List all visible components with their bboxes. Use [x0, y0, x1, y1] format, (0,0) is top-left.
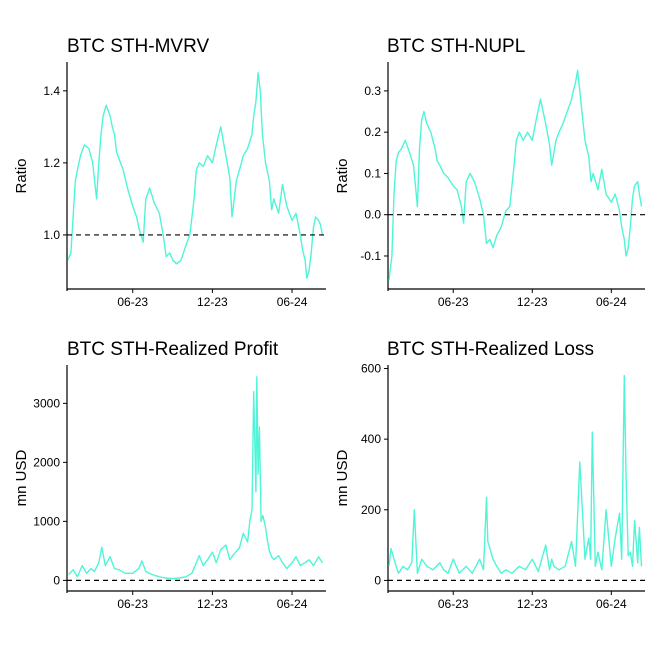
series-line: [68, 376, 324, 580]
y-tick-label: 1.2: [43, 156, 60, 170]
panel-sth-nupl: BTC STH-NUPL Ratio -0.1 0.0 0.1 0.2 0.3 06-23…: [334, 36, 645, 309]
chart-title: BTC STH-NUPL: [387, 36, 525, 57]
y-tick-label: 400: [361, 432, 381, 446]
x-tick-label: 06-24: [596, 295, 627, 309]
x-tick-label: 06-24: [596, 597, 627, 611]
panel-sth-realized-loss: BTC STH-Realized Loss mn USD 0 200 400 600 0…: [334, 339, 645, 611]
y-tick-label: -0.1: [360, 249, 381, 263]
series-line: [388, 69, 643, 281]
x-tick-label: 12-23: [517, 597, 548, 611]
x-tick-label: 12-23: [197, 295, 228, 309]
y-tick-label: 0.1: [364, 166, 381, 180]
chart-title: BTC STH-MVRV: [67, 36, 209, 57]
y-tick-label: 0.2: [364, 125, 381, 139]
y-tick-label: 1.4: [43, 84, 60, 98]
y-axis-label: mn USD: [334, 450, 351, 507]
x-tick-label: 06-24: [277, 295, 308, 309]
chart-title: BTC STH-Realized Profit: [67, 339, 279, 360]
series-line: [388, 374, 643, 574]
y-axis-label: mn USD: [13, 450, 30, 507]
y-tick-label: 0.3: [364, 84, 381, 98]
y-tick-label: 0: [374, 573, 381, 587]
y-tick-label: 1.0: [43, 228, 60, 242]
y-tick-label: 3000: [33, 396, 60, 410]
y-tick-label: 1000: [33, 514, 60, 528]
x-tick-label: 06-23: [438, 295, 469, 309]
y-tick-label: 2000: [33, 455, 60, 469]
y-axis-label: Ratio: [334, 158, 351, 193]
chart-title: BTC STH-Realized Loss: [387, 339, 594, 360]
panel-sth-realized-profit: BTC STH-Realized Profit mn USD 0 1000 2000…: [13, 339, 326, 611]
y-tick-label: 0: [53, 573, 60, 587]
x-tick-label: 06-24: [277, 597, 308, 611]
x-tick-label: 06-23: [438, 597, 469, 611]
y-tick-label: 0.0: [364, 208, 381, 222]
series-line: [67, 72, 324, 279]
y-axis-label: Ratio: [13, 158, 30, 193]
y-tick-label: 600: [361, 362, 381, 376]
x-tick-label: 06-23: [117, 597, 148, 611]
panel-sth-mvrv: BTC STH-MVRV Ratio 1.0 1.2 1.4 06-23 12-23 06…: [13, 36, 326, 309]
x-tick-label: 06-23: [117, 295, 148, 309]
x-tick-label: 12-23: [197, 597, 228, 611]
x-tick-label: 12-23: [517, 295, 548, 309]
y-tick-label: 200: [361, 503, 381, 517]
